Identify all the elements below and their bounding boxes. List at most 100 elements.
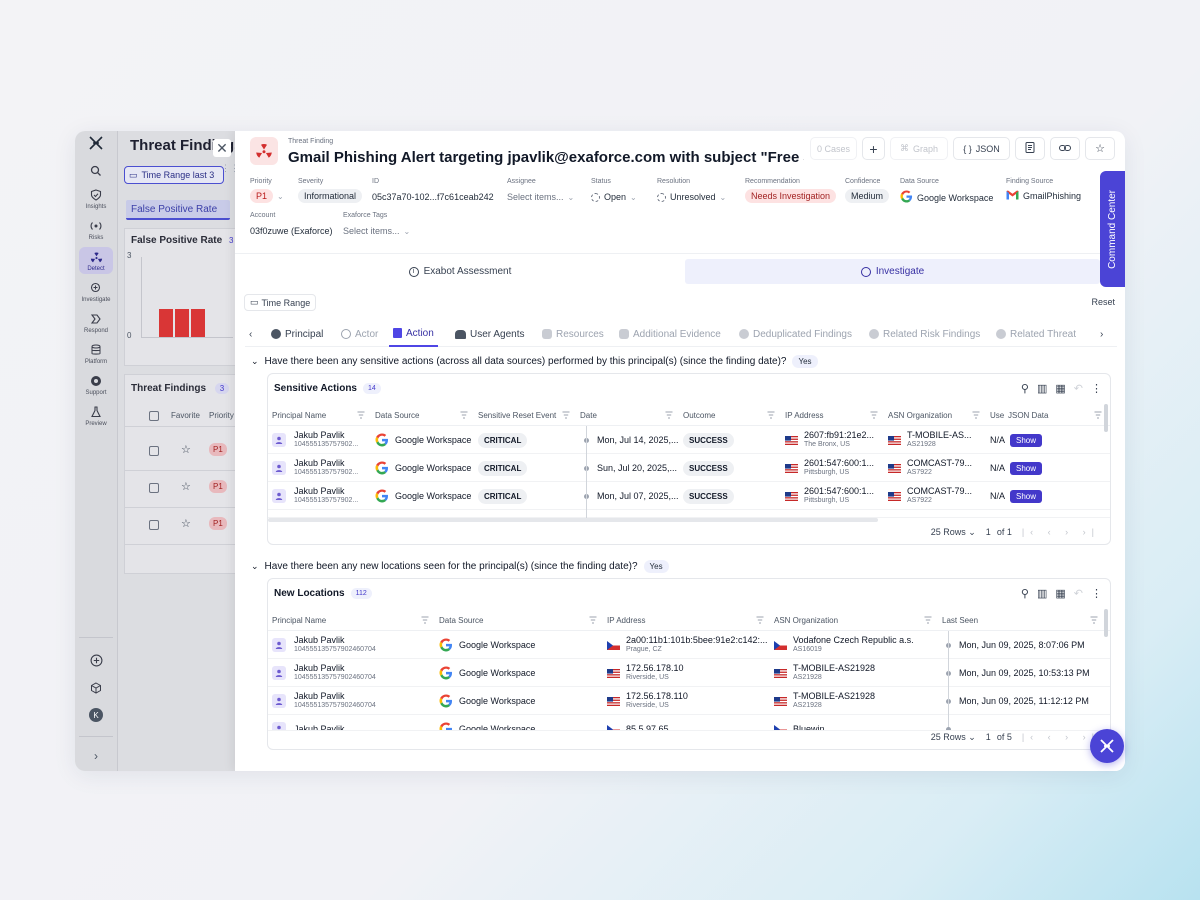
column-header[interactable]: Use bbox=[990, 410, 1004, 420]
search-icon[interactable]: ⚲ bbox=[1020, 588, 1029, 600]
notes-button[interactable] bbox=[1015, 137, 1045, 160]
tabs-prev-icon[interactable]: ‹ bbox=[249, 328, 253, 340]
column-header[interactable]: ASN Organization bbox=[774, 615, 839, 625]
expand-sidebar-icon[interactable]: › bbox=[94, 749, 98, 763]
time-range-button[interactable]: ▭ Time Range bbox=[244, 294, 317, 311]
cases-button[interactable]: 0 Cases bbox=[810, 137, 857, 160]
filter-icon[interactable] bbox=[1094, 410, 1102, 419]
tab-actor[interactable]: Actor bbox=[341, 321, 378, 347]
field-resolution[interactable]: Resolution Unresolved ⌄ bbox=[657, 178, 727, 202]
column-header[interactable]: JSON Data bbox=[1008, 410, 1049, 420]
star-icon[interactable]: ☆ bbox=[181, 518, 191, 530]
column-header[interactable]: Principal Name bbox=[272, 410, 327, 420]
column-header[interactable]: Date bbox=[580, 410, 597, 420]
vertical-scrollbar[interactable] bbox=[1104, 609, 1108, 637]
graph-button[interactable]: ⌘ Graph bbox=[890, 137, 948, 160]
rows-per-page[interactable]: 25 Rows ⌄ bbox=[930, 526, 976, 537]
filter-icon[interactable] bbox=[972, 410, 980, 419]
filter-icon[interactable] bbox=[1090, 615, 1098, 624]
command-center-tab[interactable]: Command Center bbox=[1100, 171, 1125, 287]
table-icon[interactable]: ▦ bbox=[1055, 588, 1066, 600]
reset-button[interactable]: Reset bbox=[1091, 297, 1115, 307]
filter-icon[interactable] bbox=[589, 615, 597, 624]
columns-icon[interactable]: ▥ bbox=[1036, 588, 1048, 600]
star-icon[interactable]: ☆ bbox=[181, 481, 191, 493]
show-json-button[interactable]: Show bbox=[1010, 489, 1043, 503]
filter-icon[interactable] bbox=[767, 410, 775, 419]
star-icon[interactable]: ☆ bbox=[181, 444, 191, 456]
column-header[interactable]: IP Address bbox=[785, 410, 824, 420]
tab-related-threat[interactable]: Related Threat bbox=[996, 321, 1076, 347]
field-status[interactable]: Status Open ⌄ bbox=[591, 178, 637, 202]
column-header[interactable]: Principal Name bbox=[272, 615, 327, 625]
pagination-controls[interactable]: |‹ ‹ › ›| bbox=[1021, 732, 1100, 742]
locations-question[interactable]: ⌄ Have there been any new locations seen… bbox=[251, 560, 669, 573]
tab-principal[interactable]: Principal bbox=[271, 321, 323, 347]
column-header[interactable]: Sensitive Reset Event bbox=[478, 410, 557, 420]
close-panel-button[interactable]: ✕ bbox=[213, 139, 231, 157]
table-row[interactable]: Jakub Pavlik 104555135757902460704 Google … bbox=[268, 687, 1110, 715]
tab-action[interactable]: Action bbox=[389, 321, 438, 347]
nav-detect[interactable]: Detect bbox=[79, 247, 113, 274]
tab-related-risk-findings[interactable]: Related Risk Findings bbox=[869, 321, 980, 347]
nav-search[interactable] bbox=[79, 161, 113, 181]
nav-risks[interactable]: Risks bbox=[79, 216, 113, 243]
tab-additional-evidence[interactable]: Additional Evidence bbox=[619, 321, 721, 347]
tab-false-positive-rate[interactable]: False Positive Rate bbox=[126, 200, 230, 220]
filter-icon[interactable] bbox=[665, 410, 673, 419]
field-assignee[interactable]: Assignee Select items... ⌄ bbox=[507, 178, 575, 202]
columns-icon[interactable]: ▥ bbox=[1036, 383, 1048, 395]
table-row[interactable]: Jakub Pavlik 104555135757902460704 Google … bbox=[268, 631, 1110, 659]
tab-resources[interactable]: Resources bbox=[542, 321, 604, 347]
column-header[interactable]: Data Source bbox=[375, 410, 420, 420]
nav-add[interactable] bbox=[79, 650, 113, 670]
row-checkbox[interactable] bbox=[149, 446, 159, 456]
nav-support[interactable]: Support bbox=[79, 371, 113, 398]
favorite-button[interactable]: ☆ bbox=[1085, 137, 1115, 160]
table-row[interactable]: ☆ P1 bbox=[125, 472, 239, 508]
table-row[interactable]: Jakub Pavlik 104555135757902... Google Wor… bbox=[268, 454, 1110, 482]
tab-deduplicated-findings[interactable]: Deduplicated Findings bbox=[739, 321, 852, 347]
tab-investigate[interactable]: Investigate bbox=[685, 259, 1100, 284]
nav-packages[interactable] bbox=[79, 678, 113, 698]
column-header[interactable]: Last Seen bbox=[942, 615, 979, 625]
undo-icon[interactable]: ↶ bbox=[1073, 383, 1083, 395]
undo-icon[interactable]: ↶ bbox=[1073, 588, 1083, 600]
filter-icon[interactable] bbox=[562, 410, 570, 419]
more-icon[interactable]: ⋮ bbox=[1091, 588, 1102, 600]
nav-investigate[interactable]: Investigate bbox=[79, 278, 113, 305]
nav-insights[interactable]: Insights bbox=[79, 185, 113, 212]
field-priority[interactable]: Priority P1 ⌄ bbox=[250, 178, 284, 203]
filter-icon[interactable] bbox=[357, 410, 365, 419]
pagination-controls[interactable]: |‹ ‹ › ›| bbox=[1021, 527, 1100, 537]
filter-icon[interactable] bbox=[421, 615, 429, 624]
table-row[interactable]: Jakub Pavlik 104555135757902... Google Wor… bbox=[268, 482, 1110, 510]
table-row[interactable]: Jakub Pavlik 104555135757902... Google Wor… bbox=[268, 426, 1110, 454]
column-header[interactable]: IP Address bbox=[607, 615, 646, 625]
tab-exabot-assessment[interactable]: i Exabot Assessment bbox=[235, 259, 685, 284]
tabs-next-icon[interactable]: › bbox=[1100, 328, 1104, 340]
filter-icon[interactable] bbox=[460, 410, 468, 419]
horizontal-scrollbar[interactable] bbox=[268, 518, 878, 522]
add-button[interactable]: + bbox=[862, 137, 885, 160]
more-icon[interactable]: ⋮ bbox=[1091, 383, 1102, 395]
tab-user-agents[interactable]: User Agents bbox=[455, 321, 524, 347]
table-row[interactable]: Jakub Pavlik 104555135757902460704 Google … bbox=[268, 659, 1110, 687]
user-avatar[interactable]: K bbox=[89, 708, 103, 722]
field-tags[interactable]: Exaforce Tags Select items... ⌄ bbox=[343, 212, 411, 236]
copy-link-button[interactable] bbox=[1050, 137, 1080, 160]
row-checkbox[interactable] bbox=[149, 520, 159, 530]
table-row[interactable]: Jakub Pavlik Google Workspace 85.5.97.65 Bl… bbox=[268, 715, 1110, 731]
column-header[interactable]: ASN Organization bbox=[888, 410, 953, 420]
nav-preview[interactable]: Preview bbox=[79, 402, 113, 429]
exabot-fab-button[interactable] bbox=[1090, 729, 1124, 763]
column-header[interactable]: Outcome bbox=[683, 410, 716, 420]
show-json-button[interactable]: Show bbox=[1010, 461, 1043, 475]
drag-handle-icon[interactable]: ⋮⋮ bbox=[221, 163, 239, 173]
show-json-button[interactable]: Show bbox=[1010, 433, 1043, 447]
time-range-chip[interactable]: ▭ Time Range last 3 bbox=[124, 166, 224, 184]
table-row[interactable]: ☆ P1 bbox=[125, 435, 239, 471]
vertical-scrollbar[interactable] bbox=[1104, 404, 1108, 432]
column-header[interactable]: Data Source bbox=[439, 615, 484, 625]
table-icon[interactable]: ▦ bbox=[1055, 383, 1066, 395]
